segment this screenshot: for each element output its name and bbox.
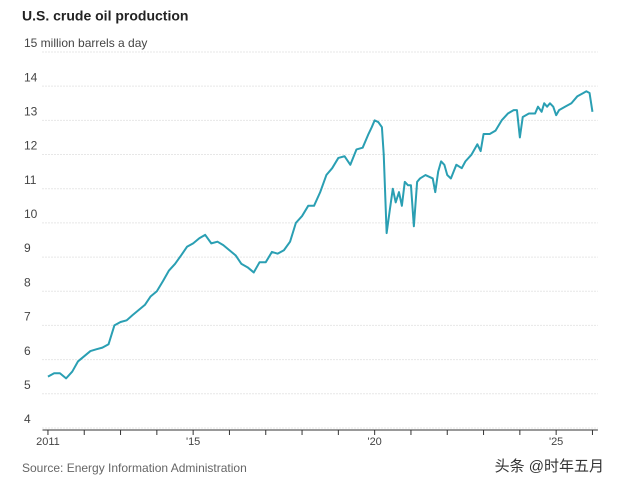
y-tick-label: 8 [24,275,31,289]
source-note: Source: Energy Information Administratio… [22,461,247,475]
y-tick-label: 14 [24,70,38,84]
watermark: 头条 @时年五月 [495,458,604,475]
y-tick-label: 6 [24,344,31,358]
chart-title: U.S. crude oil production [22,8,188,24]
y-tick-label: 10 [24,207,38,221]
x-tick-label: '15 [186,436,200,448]
y-tick-label: 5 [24,378,31,392]
y-tick-label: 15 million barrels a day [24,36,147,50]
x-tick-label: '25 [549,436,563,448]
y-tick-label: 9 [24,241,31,255]
y-tick-label: 7 [24,310,31,324]
x-tick-label: '20 [367,436,381,448]
y-tick-label: 12 [24,139,38,153]
data-line [47,90,594,380]
y-tick-label: 11 [24,173,37,187]
x-tick-label: 2011 [36,436,60,448]
y-tick-label: 4 [24,412,31,426]
y-tick-label: 13 [24,105,38,119]
